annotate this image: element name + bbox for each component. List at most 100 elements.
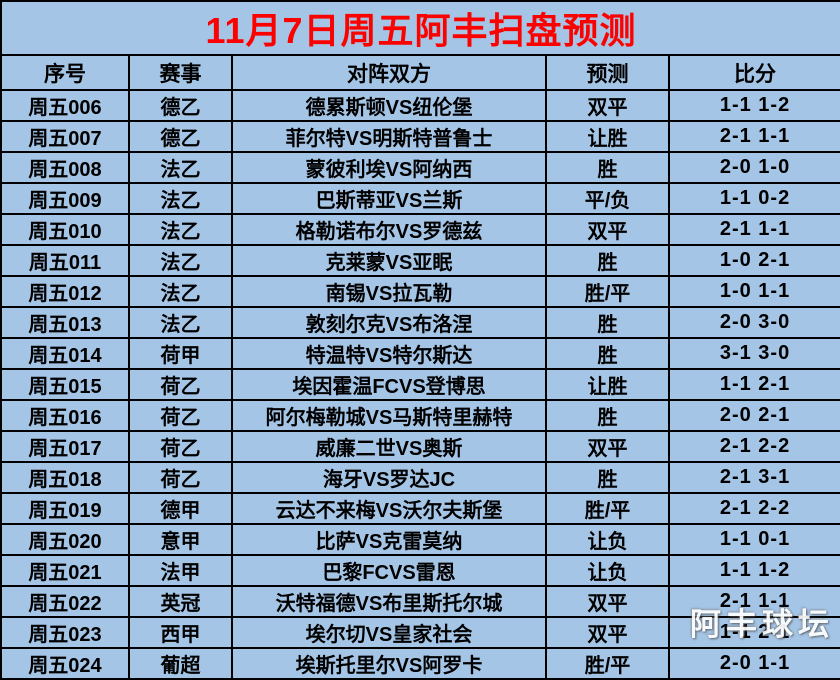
match-cell: 埃斯托里尔VS阿罗卡 <box>231 647 547 680</box>
col-header-seq: 序号 <box>0 54 130 91</box>
prediction-cell: 平/负 <box>545 182 670 215</box>
table-row: 周五020 意甲 比萨VS克雷莫纳 让负 1-1 0-1 <box>0 523 840 556</box>
match-cell: 云达不来梅VS沃尔夫斯堡 <box>231 492 547 525</box>
match-cell: 阿尔梅勒城VS马斯特里赫特 <box>231 399 547 432</box>
seq-cell: 周五014 <box>0 337 130 370</box>
match-cell: 敦刻尔克VS布洛涅 <box>231 306 547 339</box>
table-row: 周五008 法乙 蒙彼利埃VS阿纳西 胜 2-0 1-0 <box>0 151 840 184</box>
match-cell: 克莱蒙VS亚眠 <box>231 244 547 277</box>
title-row: 11月7日周五阿丰扫盘预测 <box>0 0 840 56</box>
score-cell: 2-0 1-1 <box>667 647 840 680</box>
score-cell: 2-0 2-1 <box>667 399 840 432</box>
match-cell: 威廉二世VS奥斯 <box>231 430 547 463</box>
table-row: 周五021 法甲 巴黎FCVS雷恩 让负 1-1 1-2 <box>0 554 840 587</box>
seq-cell: 周五021 <box>0 554 130 587</box>
league-cell: 法甲 <box>128 554 233 587</box>
score-cell: 2-1 1-1 <box>667 585 840 618</box>
league-cell: 荷乙 <box>128 461 233 494</box>
score-cell: 1-0 2-1 <box>667 244 840 277</box>
score-cell: 2-0 3-0 <box>667 306 840 339</box>
table-row: 周五024 葡超 埃斯托里尔VS阿罗卡 胜/平 2-0 1-1 <box>0 647 840 680</box>
table-row: 周五017 荷乙 威廉二世VS奥斯 双平 2-1 2-2 <box>0 430 840 463</box>
prediction-cell: 胜 <box>545 461 670 494</box>
seq-cell: 周五020 <box>0 523 130 556</box>
prediction-cell: 胜/平 <box>545 492 670 525</box>
prediction-cell: 胜 <box>545 399 670 432</box>
col-header-league: 赛事 <box>128 54 233 91</box>
score-cell: 2-1 3-1 <box>667 461 840 494</box>
league-cell: 英冠 <box>128 585 233 618</box>
table-row: 周五009 法乙 巴斯蒂亚VS兰斯 平/负 1-1 0-2 <box>0 182 840 215</box>
match-cell: 南锡VS拉瓦勒 <box>231 275 547 308</box>
league-cell: 法乙 <box>128 182 233 215</box>
score-cell: 1-1 2-1 <box>667 616 840 649</box>
seq-cell: 周五006 <box>0 89 130 122</box>
prediction-cell: 胜 <box>545 306 670 339</box>
match-cell: 巴斯蒂亚VS兰斯 <box>231 182 547 215</box>
seq-cell: 周五024 <box>0 647 130 680</box>
header-row: 序号 赛事 对阵双方 预测 比分 <box>0 54 840 91</box>
match-cell: 海牙VS罗达JC <box>231 461 547 494</box>
score-cell: 2-1 2-2 <box>667 492 840 525</box>
prediction-cell: 让胜 <box>545 120 670 153</box>
prediction-cell: 胜 <box>545 337 670 370</box>
prediction-cell: 胜 <box>545 151 670 184</box>
match-cell: 埃因霍温FCVS登博思 <box>231 368 547 401</box>
score-cell: 3-1 3-0 <box>667 337 840 370</box>
league-cell: 荷甲 <box>128 337 233 370</box>
prediction-cell: 双平 <box>545 89 670 122</box>
score-cell: 1-0 1-1 <box>667 275 840 308</box>
score-cell: 2-0 1-0 <box>667 151 840 184</box>
match-cell: 菲尔特VS明斯特普鲁士 <box>231 120 547 153</box>
league-cell: 德乙 <box>128 120 233 153</box>
prediction-cell: 双平 <box>545 430 670 463</box>
seq-cell: 周五012 <box>0 275 130 308</box>
match-cell: 特温特VS特尔斯达 <box>231 337 547 370</box>
seq-cell: 周五022 <box>0 585 130 618</box>
score-cell: 2-1 1-1 <box>667 213 840 246</box>
league-cell: 法乙 <box>128 275 233 308</box>
table-row: 周五006 德乙 德累斯顿VS纽伦堡 双平 1-1 1-2 <box>0 89 840 122</box>
table-row: 周五010 法乙 格勒诺布尔VS罗德兹 双平 2-1 1-1 <box>0 213 840 246</box>
match-cell: 巴黎FCVS雷恩 <box>231 554 547 587</box>
prediction-cell: 胜/平 <box>545 647 670 680</box>
league-cell: 荷乙 <box>128 368 233 401</box>
score-cell: 2-1 2-2 <box>667 430 840 463</box>
league-cell: 德甲 <box>128 492 233 525</box>
seq-cell: 周五007 <box>0 120 130 153</box>
table-row: 周五022 英冠 沃特福德VS布里斯托尔城 双平 2-1 1-1 <box>0 585 840 618</box>
match-cell: 蒙彼利埃VS阿纳西 <box>231 151 547 184</box>
seq-cell: 周五013 <box>0 306 130 339</box>
prediction-cell: 胜/平 <box>545 275 670 308</box>
page-title: 11月7日周五阿丰扫盘预测 <box>0 0 840 56</box>
seq-cell: 周五023 <box>0 616 130 649</box>
score-cell: 1-1 1-2 <box>667 89 840 122</box>
league-cell: 荷乙 <box>128 399 233 432</box>
prediction-cell: 让胜 <box>545 368 670 401</box>
table-row: 周五015 荷乙 埃因霍温FCVS登博思 让胜 1-1 2-1 <box>0 368 840 401</box>
league-cell: 法乙 <box>128 244 233 277</box>
prediction-cell: 胜 <box>545 244 670 277</box>
seq-cell: 周五017 <box>0 430 130 463</box>
seq-cell: 周五008 <box>0 151 130 184</box>
seq-cell: 周五015 <box>0 368 130 401</box>
prediction-cell: 双平 <box>545 213 670 246</box>
table-row: 周五013 法乙 敦刻尔克VS布洛涅 胜 2-0 3-0 <box>0 306 840 339</box>
table-row: 周五007 德乙 菲尔特VS明斯特普鲁士 让胜 2-1 1-1 <box>0 120 840 153</box>
table-row: 周五014 荷甲 特温特VS特尔斯达 胜 3-1 3-0 <box>0 337 840 370</box>
score-cell: 1-1 0-2 <box>667 182 840 215</box>
league-cell: 法乙 <box>128 306 233 339</box>
match-cell: 比萨VS克雷莫纳 <box>231 523 547 556</box>
league-cell: 法乙 <box>128 151 233 184</box>
table-row: 周五011 法乙 克莱蒙VS亚眠 胜 1-0 2-1 <box>0 244 840 277</box>
league-cell: 荷乙 <box>128 430 233 463</box>
league-cell: 意甲 <box>128 523 233 556</box>
table-row: 周五019 德甲 云达不来梅VS沃尔夫斯堡 胜/平 2-1 2-2 <box>0 492 840 525</box>
table-row: 周五023 西甲 埃尔切VS皇家社会 双平 1-1 2-1 <box>0 616 840 649</box>
table-row: 周五016 荷乙 阿尔梅勒城VS马斯特里赫特 胜 2-0 2-1 <box>0 399 840 432</box>
league-cell: 德乙 <box>128 89 233 122</box>
col-header-prediction: 预测 <box>545 54 670 91</box>
col-header-score: 比分 <box>667 54 840 91</box>
score-cell: 1-1 0-1 <box>667 523 840 556</box>
